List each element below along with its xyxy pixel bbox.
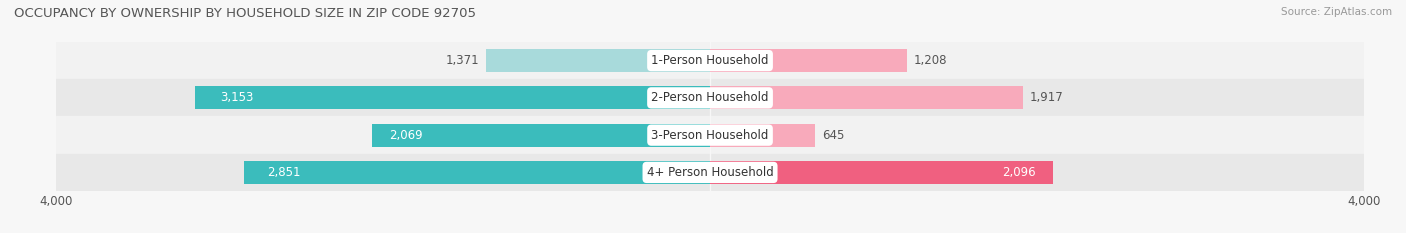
Bar [56,42,1364,79]
Bar [371,123,710,147]
Text: 3-Person Household: 3-Person Household [651,129,769,142]
Text: 1,208: 1,208 [914,54,948,67]
Text: 1-Person Household: 1-Person Household [651,54,769,67]
Bar [56,79,1364,116]
Text: Source: ZipAtlas.com: Source: ZipAtlas.com [1281,7,1392,17]
Bar [194,86,710,110]
Text: 645: 645 [823,129,845,142]
Bar [710,123,815,147]
Text: 2,096: 2,096 [1002,166,1035,179]
Text: 1,371: 1,371 [446,54,479,67]
Text: 3,153: 3,153 [221,91,254,104]
Text: 2,851: 2,851 [267,166,301,179]
Bar [710,161,1053,184]
Bar [710,86,1024,110]
Text: 1,917: 1,917 [1031,91,1064,104]
Bar [56,116,1364,154]
Bar [245,161,710,184]
Text: OCCUPANCY BY OWNERSHIP BY HOUSEHOLD SIZE IN ZIP CODE 92705: OCCUPANCY BY OWNERSHIP BY HOUSEHOLD SIZE… [14,7,477,20]
Text: 2,069: 2,069 [389,129,422,142]
Bar [56,154,1364,191]
Bar [710,49,907,72]
Text: 2-Person Household: 2-Person Household [651,91,769,104]
Text: 4+ Person Household: 4+ Person Household [647,166,773,179]
Bar [486,49,710,72]
